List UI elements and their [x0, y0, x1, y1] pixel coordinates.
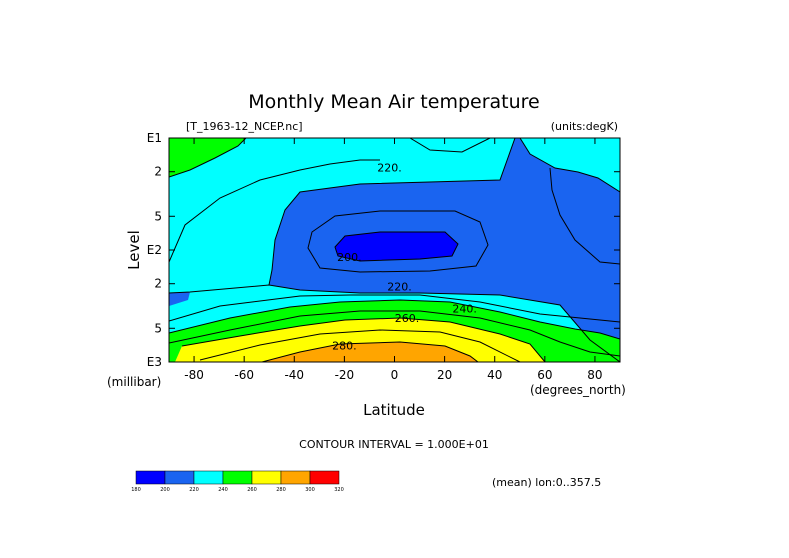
averaging-label: (mean) lon:0..357.5: [492, 476, 601, 489]
x-units-label: (degrees_north): [530, 383, 626, 397]
colorbar-swatch: [222, 470, 253, 485]
colorbar-tick-label: 200: [160, 487, 170, 493]
contour-line-220-right: [519, 138, 620, 193]
contour-label: 280.: [332, 339, 357, 352]
contour-label: 220.: [387, 281, 412, 294]
contour-line-250-left: [169, 138, 247, 178]
x-tick-label: -80: [184, 368, 204, 382]
contour-interval-label: CONTOUR INTERVAL = 1.000E+01: [299, 438, 489, 451]
y-axis-label: Level: [125, 230, 143, 270]
file-label: [T_1963-12_NCEP.nc]: [186, 120, 303, 133]
y-tick-label: 5: [154, 209, 162, 223]
x-tick-label: 80: [587, 368, 602, 382]
contour-line-280: [261, 341, 479, 362]
colorbar-tick-label: 300: [305, 487, 315, 493]
contour-label: 220.: [377, 162, 402, 175]
contour-line-230-left: [169, 159, 380, 263]
x-tick-label: -60: [234, 368, 254, 382]
x-tick-label: 40: [487, 368, 502, 382]
contour-line-250: [169, 310, 620, 357]
colorbar-tick-label: 320: [334, 487, 344, 493]
contour-line-230-lower: [169, 294, 620, 323]
contour-fill: [169, 138, 620, 362]
x-tick-label: 60: [537, 368, 552, 382]
contour-line-200: [334, 231, 459, 262]
x-axis: -80 -60 -40 -20 0 20 40 60 80: [184, 138, 603, 382]
contour-label: 240.: [452, 302, 477, 315]
x-tick-label: -20: [335, 368, 355, 382]
x-axis-label: Latitude: [363, 401, 425, 419]
contour-line-210: [307, 210, 489, 273]
colorbar-swatch: [135, 470, 166, 485]
colorbar-tick-label: 180: [131, 487, 141, 493]
y-tick-label: 2: [154, 277, 162, 291]
contour-line-220: [268, 138, 516, 286]
x-tick-label: 0: [391, 368, 399, 382]
y-tick-label: E3: [147, 355, 162, 369]
contour-line-230-right: [549, 167, 620, 265]
colorbar-swatch: [251, 470, 282, 485]
contour-line-top-arc: [409, 138, 491, 153]
y-tick-label: E2: [147, 243, 162, 257]
colorbar: 180 200 220 240 260 280 300 320: [131, 470, 344, 493]
x-tick-label: -40: [284, 368, 304, 382]
contour-lines: [169, 138, 620, 362]
colorbar-swatch: [193, 470, 224, 485]
colorbar-tick-label: 240: [218, 487, 228, 493]
contour-label: 200.: [337, 251, 362, 264]
colorbar-swatch: [309, 470, 340, 485]
contour-labels: 220. 200. 220. 240. 260. 280.: [332, 162, 477, 353]
band-240-260-top-left: [169, 138, 246, 177]
colorbar-swatch: [164, 470, 195, 485]
colorbar-tick-label: 280: [276, 487, 286, 493]
colorbar-swatch: [280, 470, 311, 485]
y-tick-label: 5: [154, 321, 162, 335]
contour-line-270: [199, 329, 521, 362]
band-280-300: [262, 342, 478, 362]
contour-label: 260.: [395, 312, 420, 325]
y-axis: E1 2 5 E2 2 5 E3: [147, 131, 620, 369]
contour-line-240: [169, 299, 620, 340]
band-180-200: [335, 232, 458, 261]
colorbar-tick-label: 220: [189, 487, 199, 493]
y-tick-label: 2: [154, 165, 162, 179]
y-tick-label: E1: [147, 131, 162, 145]
units-label: (units:degK): [551, 120, 618, 133]
chart-title: Monthly Mean Air temperature: [248, 91, 539, 113]
band-200-220-left: [169, 292, 190, 306]
colorbar-tick-label: 260: [247, 487, 257, 493]
contour-line-260: [181, 317, 546, 362]
y-units-label: (millibar): [107, 375, 161, 389]
contour-line-220-lower: [169, 284, 620, 362]
x-tick-label: 20: [437, 368, 452, 382]
